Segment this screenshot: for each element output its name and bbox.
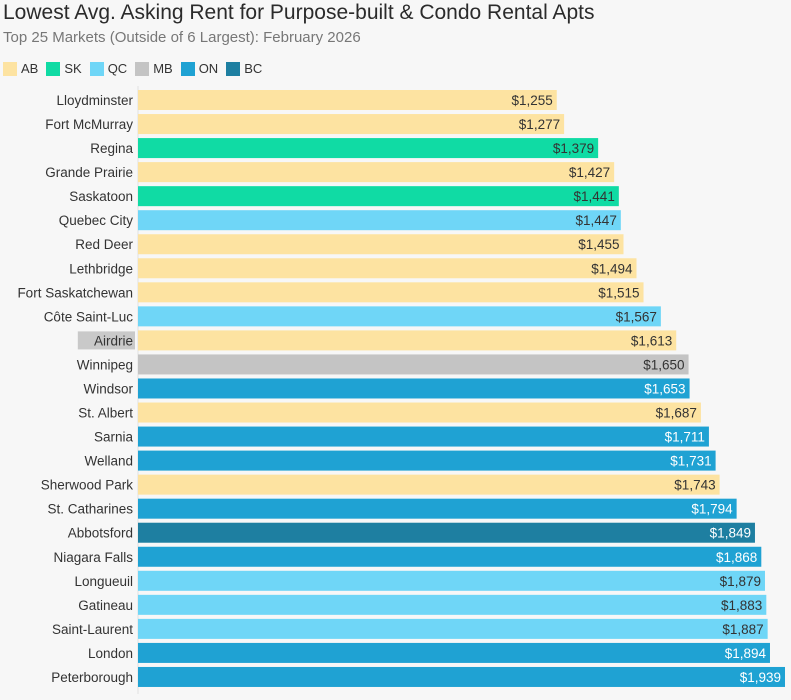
value-label-sarnia: $1,711 — [665, 430, 705, 445]
category-label-saskatoon: Saskatoon — [69, 189, 133, 204]
value-label-gatineau: $1,883 — [721, 598, 762, 613]
bar-fort-saskatchewan[interactable] — [138, 282, 644, 303]
legend-swatch-mb — [135, 61, 150, 76]
bar-st-albert[interactable] — [138, 402, 701, 423]
category-label-red-deer: Red Deer — [75, 237, 133, 252]
legend-item-on[interactable]: ON — [180, 61, 219, 76]
category-label-quebec-city: Quebec City — [59, 213, 134, 228]
category-label-lloydminster: Lloydminster — [56, 93, 133, 108]
value-label-sherwood-park: $1,743 — [674, 478, 715, 493]
value-label-welland: $1,731 — [670, 454, 711, 469]
bar-longueuil[interactable] — [138, 570, 765, 591]
bar-saskatoon[interactable] — [138, 186, 619, 207]
bar-niagara-falls[interactable] — [138, 546, 762, 567]
bar-lloydminster[interactable] — [138, 90, 557, 110]
category-label-windsor: Windsor — [83, 381, 133, 396]
highlight-label-bg — [77, 331, 135, 350]
legend-label-sk: SK — [64, 61, 82, 76]
value-label-peterborough: $1,939 — [740, 670, 781, 685]
value-label-london: $1,894 — [725, 646, 767, 661]
legend-label-ab: AB — [21, 61, 39, 76]
legend-swatch-ab — [3, 61, 17, 76]
value-label-saint-laurent: $1,887 — [722, 622, 763, 637]
legend-label-qc: QC — [107, 61, 128, 76]
bar-regina[interactable] — [138, 138, 599, 159]
category-label-longueuil: Longueuil — [74, 574, 133, 589]
value-label-abbotsford: $1,849 — [710, 526, 751, 541]
category-label-peterborough: Peterborough — [51, 670, 133, 685]
bar-st-catharines[interactable] — [138, 498, 737, 519]
legend-item-sk[interactable]: SK — [46, 61, 82, 76]
bar-sarnia[interactable] — [138, 426, 709, 447]
value-label-quebec-city: $1,447 — [576, 213, 617, 228]
category-label-airdrie: Airdrie — [94, 333, 133, 348]
legend: AB SK QC MB ON BC — [3, 61, 270, 76]
legend-item-ab[interactable]: AB — [3, 61, 38, 76]
category-label-st-albert: St. Albert — [78, 406, 133, 421]
category-label-regina: Regina — [90, 141, 133, 156]
legend-swatch-qc — [89, 61, 104, 76]
bar-peterborough[interactable] — [138, 666, 785, 687]
category-label-fort-mcmurray: Fort McMurray — [45, 117, 133, 132]
bar-london[interactable] — [138, 642, 770, 663]
bar-saint-laurent[interactable] — [138, 618, 768, 639]
value-label-fort-mcmurray: $1,277 — [519, 117, 560, 132]
value-label-winnipeg: $1,650 — [643, 357, 684, 372]
value-label-fort-saskatchewan: $1,515 — [598, 285, 639, 300]
bar-red-deer[interactable] — [138, 234, 624, 255]
category-label-welland: Welland — [84, 454, 133, 469]
bar-quebec-city[interactable] — [138, 210, 621, 231]
legend-label-bc: BC — [244, 61, 263, 76]
bar-welland[interactable] — [138, 450, 716, 471]
category-label-cote-saint-luc: Côte Saint-Luc — [44, 309, 134, 324]
bar-sherwood-park[interactable] — [138, 474, 720, 495]
value-label-saskatoon: $1,441 — [574, 189, 615, 204]
category-label-london: London — [88, 646, 133, 661]
bar-airdrie[interactable] — [138, 330, 677, 351]
bar-gatineau[interactable] — [138, 594, 767, 615]
value-label-niagara-falls: $1,868 — [716, 550, 757, 565]
chart-subtitle: Top 25 Markets (Outside of 6 Largest): F… — [3, 29, 361, 46]
category-label-saint-laurent: Saint-Laurent — [52, 622, 133, 637]
value-label-regina: $1,379 — [553, 141, 594, 156]
value-label-st-albert: $1,687 — [656, 406, 697, 421]
bar-abbotsford[interactable] — [138, 522, 755, 543]
legend-label-mb: MB — [153, 61, 173, 76]
category-label-niagara-falls: Niagara Falls — [53, 550, 133, 565]
bar-lethbridge[interactable] — [138, 258, 637, 279]
value-label-lloydminster: $1,255 — [511, 93, 552, 108]
category-label-gatineau: Gatineau — [78, 598, 133, 613]
chart-title: Lowest Avg. Asking Rent for Purpose-buil… — [3, 1, 595, 24]
category-label-lethbridge: Lethbridge — [69, 261, 133, 276]
category-label-winnipeg: Winnipeg — [77, 357, 133, 372]
value-label-cote-saint-luc: $1,567 — [616, 309, 657, 324]
legend-label-on: ON — [198, 61, 219, 76]
legend-swatch-bc — [226, 61, 241, 76]
bar-chart: Lloydminster $1,255 Fort McMurray $1,277 Reg… — [17, 86, 785, 694]
legend-swatch-sk — [46, 61, 61, 76]
value-label-red-deer: $1,455 — [578, 237, 619, 252]
bar-grande-prairie[interactable] — [138, 162, 615, 183]
category-label-abbotsford: Abbotsford — [68, 526, 133, 541]
category-label-grande-prairie: Grande Prairie — [45, 165, 133, 180]
bar-cote-saint-luc[interactable] — [138, 306, 661, 327]
value-label-longueuil: $1,879 — [720, 574, 761, 589]
legend-swatch-on — [180, 61, 195, 76]
category-label-sarnia: Sarnia — [94, 430, 134, 445]
value-label-airdrie: $1,613 — [631, 333, 672, 348]
legend-item-mb[interactable]: MB — [135, 61, 173, 76]
legend-item-bc[interactable]: BC — [226, 61, 262, 76]
value-label-grande-prairie: $1,427 — [569, 165, 610, 180]
legend-item-qc[interactable]: QC — [89, 61, 128, 76]
value-label-lethbridge: $1,494 — [591, 261, 633, 276]
value-label-windsor: $1,653 — [644, 381, 685, 396]
category-label-fort-saskatchewan: Fort Saskatchewan — [17, 285, 133, 300]
category-label-st-catharines: St. Catharines — [47, 502, 133, 517]
value-label-st-catharines: $1,794 — [691, 502, 733, 517]
bar-windsor[interactable] — [138, 378, 690, 399]
category-label-sherwood-park: Sherwood Park — [41, 478, 134, 493]
bar-winnipeg[interactable] — [138, 354, 689, 375]
bar-fort-mcmurray[interactable] — [138, 114, 565, 135]
